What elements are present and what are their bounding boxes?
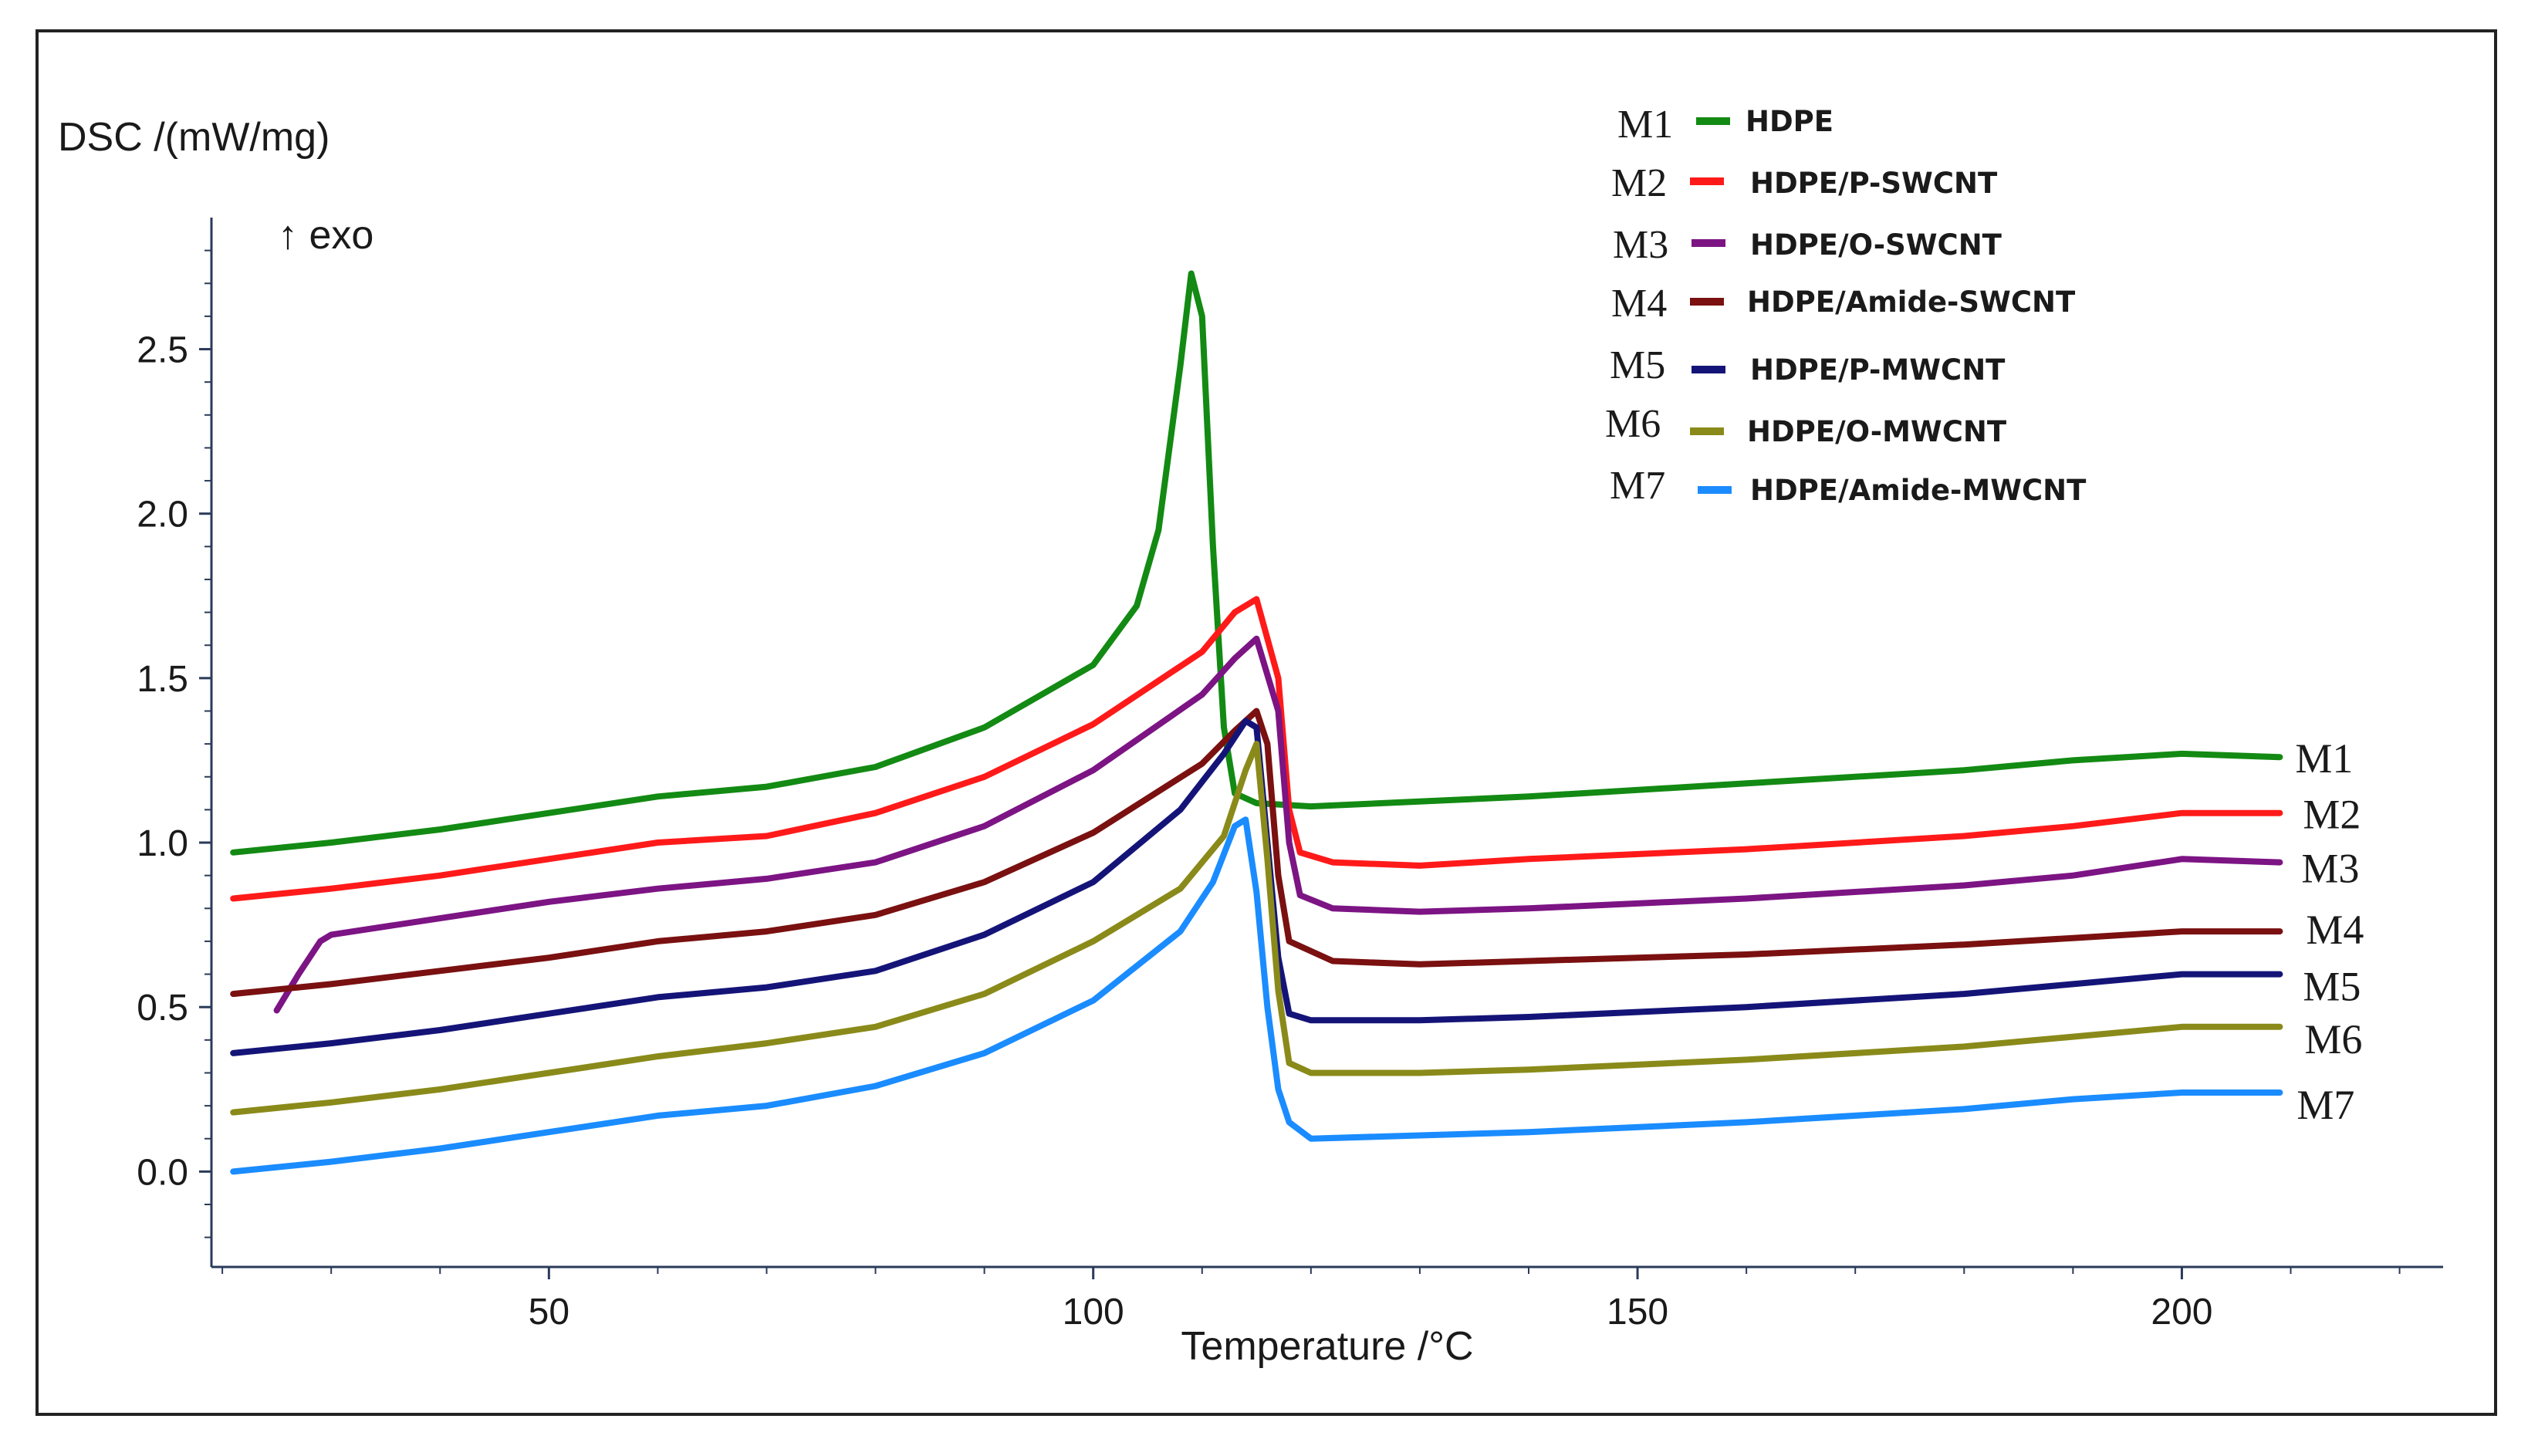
legend-id: M5 [1610,343,1665,387]
series-line-m2 [230,596,2283,902]
y-tick-label-2-0: 2.0 [137,495,188,535]
series-line-m1 [230,270,2283,856]
curve-end-label-m5: M5 [2303,964,2361,1010]
y-tick-label-1-0: 1.0 [137,823,188,864]
legend-label: HDPE/Amide-SWCNT [1747,285,2076,319]
legend-label: HDPE/P-SWCNT [1750,167,1998,200]
legend-id: M6 [1605,402,1661,446]
series-line-m7 [230,816,2283,1175]
curve-labels: M1 M2 M3 M4 M5 M6 M7 [2295,735,2364,1128]
series-line-m4 [230,708,2283,998]
curve-end-label-m2: M2 [2303,792,2361,838]
x-tick-label-150: 150 [1607,1292,1668,1333]
legend-swatch [1696,117,1730,125]
y-tick-label-1-5: 1.5 [137,659,188,700]
curve-end-label-m7: M7 [2296,1082,2354,1128]
legend-swatch [1692,239,1725,247]
x-tick-label-50: 50 [529,1292,569,1333]
legend-id: M1 [1617,103,1673,147]
exo-direction-note: ↑ exo [278,213,373,258]
legend-id: M3 [1613,223,1668,267]
y-tick-label-2-5: 2.5 [137,330,188,371]
legend: M1 HDPE M2 HDPE/P-SWCNT M3 HDPE/O-SWCNT … [1605,103,2087,508]
series-line-m6 [230,741,2283,1116]
legend-label: HDPE [1746,105,1833,138]
curve-end-label-m4: M4 [2306,907,2364,953]
legend-id: M4 [1611,282,1667,326]
legend-swatch [1690,177,1724,185]
y-axis-title: DSC /(mW/mg) [58,115,330,160]
legend-swatch [1692,366,1725,373]
legend-label: HDPE/O-SWCNT [1750,228,2002,262]
legend-id: M2 [1611,161,1667,205]
x-tick-label-100: 100 [1063,1292,1124,1333]
legend-label: HDPE/Amide-MWCNT [1750,474,2087,507]
figure-border [35,29,2497,1416]
legend-id: M7 [1610,464,1665,508]
series-line-m5 [230,718,2283,1056]
legend-item: M5 HDPE/P-MWCNT [1610,343,2006,387]
legend-item: M4 HDPE/Amide-SWCNT [1611,282,2076,326]
legend-item: M2 HDPE/P-SWCNT [1611,161,1998,205]
legend-swatch [1690,427,1724,435]
plot-lines [230,270,2283,1175]
y-tick-label-0-0: 0.0 [137,1152,188,1193]
legend-item: M1 HDPE [1617,103,1833,147]
legend-swatch [1690,298,1724,306]
curve-end-label-m3: M3 [2301,846,2359,892]
axes [210,218,2443,1269]
minor-ticks [204,249,2401,1274]
legend-label: HDPE/O-MWCNT [1747,415,2007,448]
legend-item: M3 HDPE/O-SWCNT [1613,223,2002,267]
legend-item: M7 HDPE/Amide-MWCNT [1610,464,2087,508]
curve-end-label-m6: M6 [2304,1016,2362,1062]
legend-swatch [1698,486,1732,494]
x-tick-label-200: 200 [2151,1292,2212,1333]
legend-label: HDPE/P-MWCNT [1750,353,2006,387]
series-line-m3 [273,635,2283,1014]
legend-item: M6 HDPE/O-MWCNT [1605,402,2007,448]
y-tick-label-0-5: 0.5 [137,988,188,1029]
major-ticks [199,348,2183,1279]
x-axis-title: Temperature /°C [1181,1324,1473,1369]
curve-end-label-m1: M1 [2295,735,2353,782]
